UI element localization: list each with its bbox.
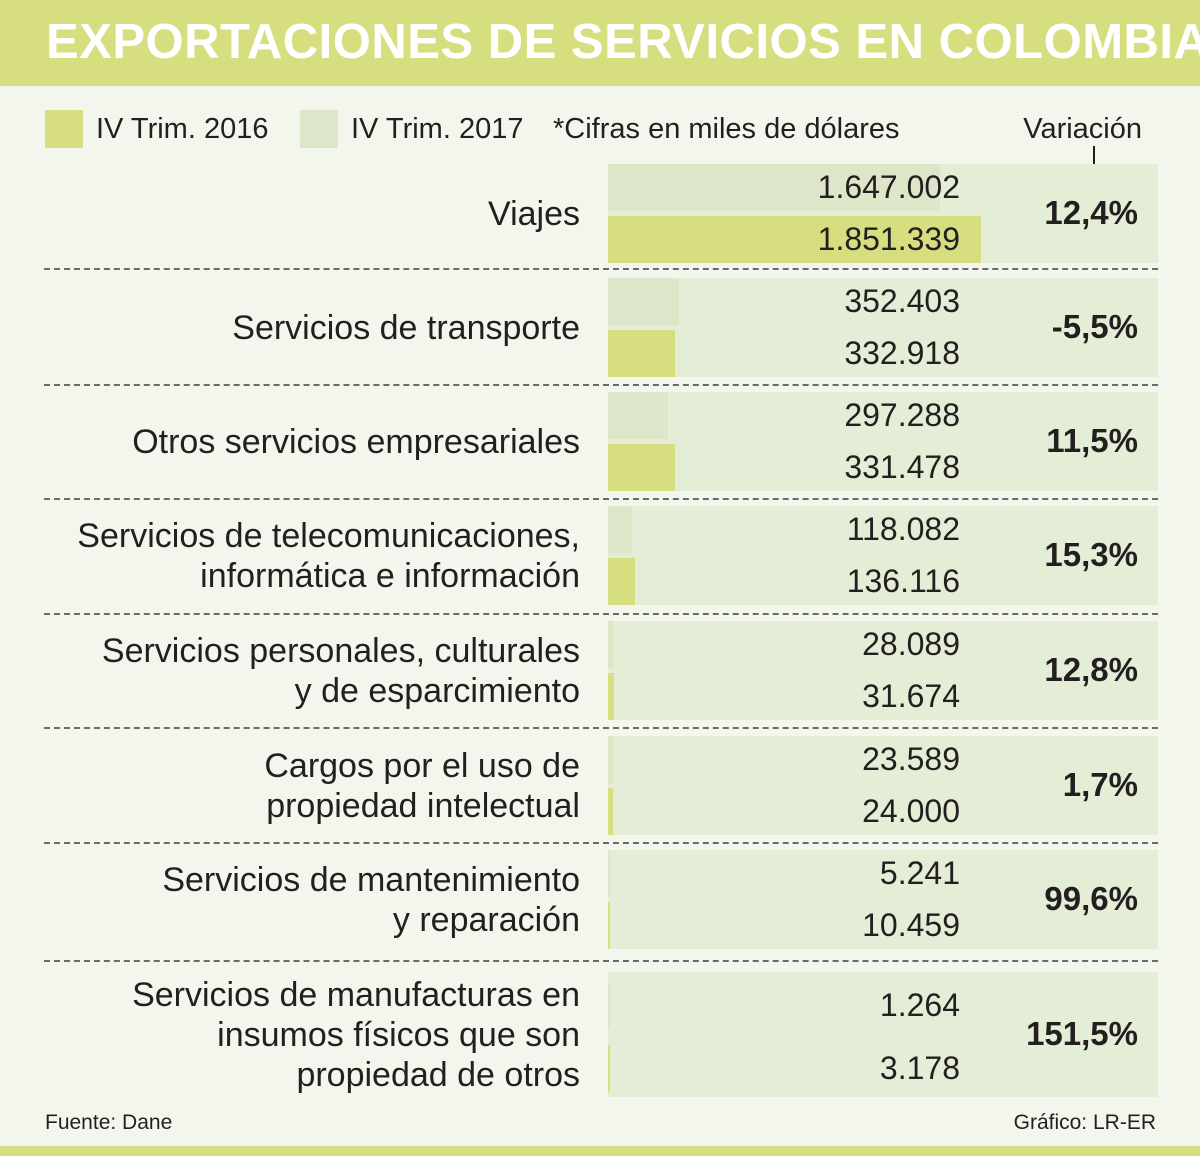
- chart-title: EXPORTACIONES DE SERVICIOS EN COLOMBIA: [46, 15, 1200, 69]
- bar-iv-2017: [608, 902, 610, 949]
- value-label: 297.288: [844, 397, 960, 433]
- value-label: 10.459: [862, 907, 960, 943]
- category-label-line: Cargos por el uso de: [264, 746, 580, 785]
- bar-iv-2017: [608, 330, 675, 377]
- value-label: 31.674: [862, 678, 960, 714]
- row-separator: [44, 384, 1158, 386]
- row-panel: [608, 850, 1158, 949]
- category-label: Viajes: [488, 194, 580, 234]
- row-separator: [44, 727, 1158, 729]
- value-label: 332.918: [844, 335, 960, 371]
- category-label-line: Servicios de mantenimiento: [162, 860, 580, 899]
- bar-iv-2017: [608, 1045, 610, 1092]
- bar-iv-2016: [608, 982, 610, 1029]
- category-label-line: Servicios personales, culturales: [101, 631, 580, 670]
- row-panel: [608, 278, 1158, 377]
- value-label: 5.241: [879, 855, 960, 891]
- category-label-line: Servicios de telecomunicaciones,: [77, 516, 580, 555]
- category-label: Servicios personales, culturales y de esp…: [102, 631, 580, 711]
- category-label: Servicios de transporte: [232, 308, 580, 348]
- bar-iv-2017: [608, 788, 613, 835]
- value-label: 1.264: [879, 987, 960, 1023]
- source-text: Fuente: Dane: [45, 1111, 173, 1134]
- category-label-line: propiedad de otros: [296, 1055, 580, 1094]
- bar-iv-2016: [608, 621, 614, 668]
- bottom-band: [0, 1146, 1200, 1156]
- variation-pointer-line: [1093, 146, 1095, 174]
- legend-swatch-2017: [300, 110, 338, 148]
- value-label: 352.403: [844, 283, 960, 319]
- category-label-line: Viajes: [488, 194, 580, 233]
- bar-iv-2016: [608, 278, 679, 325]
- variation-value: 12,4%: [1044, 193, 1138, 231]
- value-label: 23.589: [862, 741, 960, 777]
- variation-value: 12,8%: [1044, 650, 1138, 688]
- title-band: [0, 0, 1200, 86]
- value-label: 136.116: [846, 563, 960, 599]
- variation-value: 151,5%: [1026, 1014, 1138, 1052]
- legend-label-2016: IV Trim. 2016: [96, 113, 269, 145]
- value-label: 3.178: [879, 1050, 960, 1086]
- bar-iv-2017: [608, 216, 981, 263]
- category-label: Cargos por el uso de propiedad intelectua…: [264, 746, 580, 826]
- category-label: Otros servicios empresariales: [132, 422, 580, 462]
- category-label-line: y de esparcimiento: [294, 671, 580, 710]
- row-panel: [608, 506, 1158, 605]
- variation-value: -5,5%: [1051, 307, 1138, 345]
- category-label-line: informática e información: [200, 556, 580, 595]
- bar-iv-2016: [608, 736, 613, 783]
- row-panel: [608, 972, 1158, 1097]
- variation-header: Variación: [1023, 113, 1142, 145]
- row-panel: [608, 392, 1158, 491]
- value-label: 331.478: [844, 449, 960, 485]
- value-label: 24.000: [862, 793, 960, 829]
- variation-value: 11,5%: [1046, 421, 1138, 459]
- bar-iv-2016: [608, 850, 610, 897]
- legend-label-2017: IV Trim. 2017: [351, 113, 524, 145]
- bar-iv-2016: [608, 164, 940, 211]
- category-label: Servicios de telecomunicaciones, informát…: [77, 516, 580, 596]
- category-label: Servicios de mantenimiento y reparación: [162, 860, 580, 940]
- bar-iv-2017: [608, 444, 675, 491]
- value-label: 118.082: [846, 511, 960, 547]
- variation-value: 99,6%: [1044, 879, 1138, 917]
- units-note: *Cifras en miles de dólares: [553, 113, 900, 145]
- category-label-line: Servicios de manufacturas en: [132, 975, 580, 1014]
- variation-value: 1,7%: [1062, 765, 1138, 803]
- row-separator: [44, 960, 1158, 962]
- value-label: 1.647.002: [817, 169, 960, 205]
- row-separator: [44, 498, 1158, 500]
- bar-iv-2017: [608, 673, 614, 720]
- category-label-line: y reparación: [392, 900, 580, 939]
- row-separator: [44, 842, 1158, 844]
- category-label-line: propiedad intelectual: [266, 786, 580, 825]
- legend-swatch-2016: [45, 110, 83, 148]
- bar-iv-2016: [608, 506, 632, 553]
- bar-iv-2017: [608, 558, 635, 605]
- value-label: 1.851.339: [817, 221, 960, 257]
- row-separator: [44, 268, 1158, 270]
- row-separator: [44, 613, 1158, 615]
- category-label-line: insumos físicos que son: [217, 1015, 580, 1054]
- credit-text: Gráfico: LR-ER: [1013, 1111, 1156, 1134]
- category-label: Servicios de manufacturas en insumos físi…: [132, 975, 580, 1095]
- category-label-line: Otros servicios empresariales: [132, 422, 580, 461]
- row-panel: [608, 736, 1158, 835]
- variation-value: 15,3%: [1044, 535, 1138, 573]
- category-label-line: Servicios de transporte: [232, 308, 580, 347]
- row-panel: [608, 621, 1158, 720]
- bar-iv-2016: [608, 392, 668, 439]
- value-label: 28.089: [862, 626, 960, 662]
